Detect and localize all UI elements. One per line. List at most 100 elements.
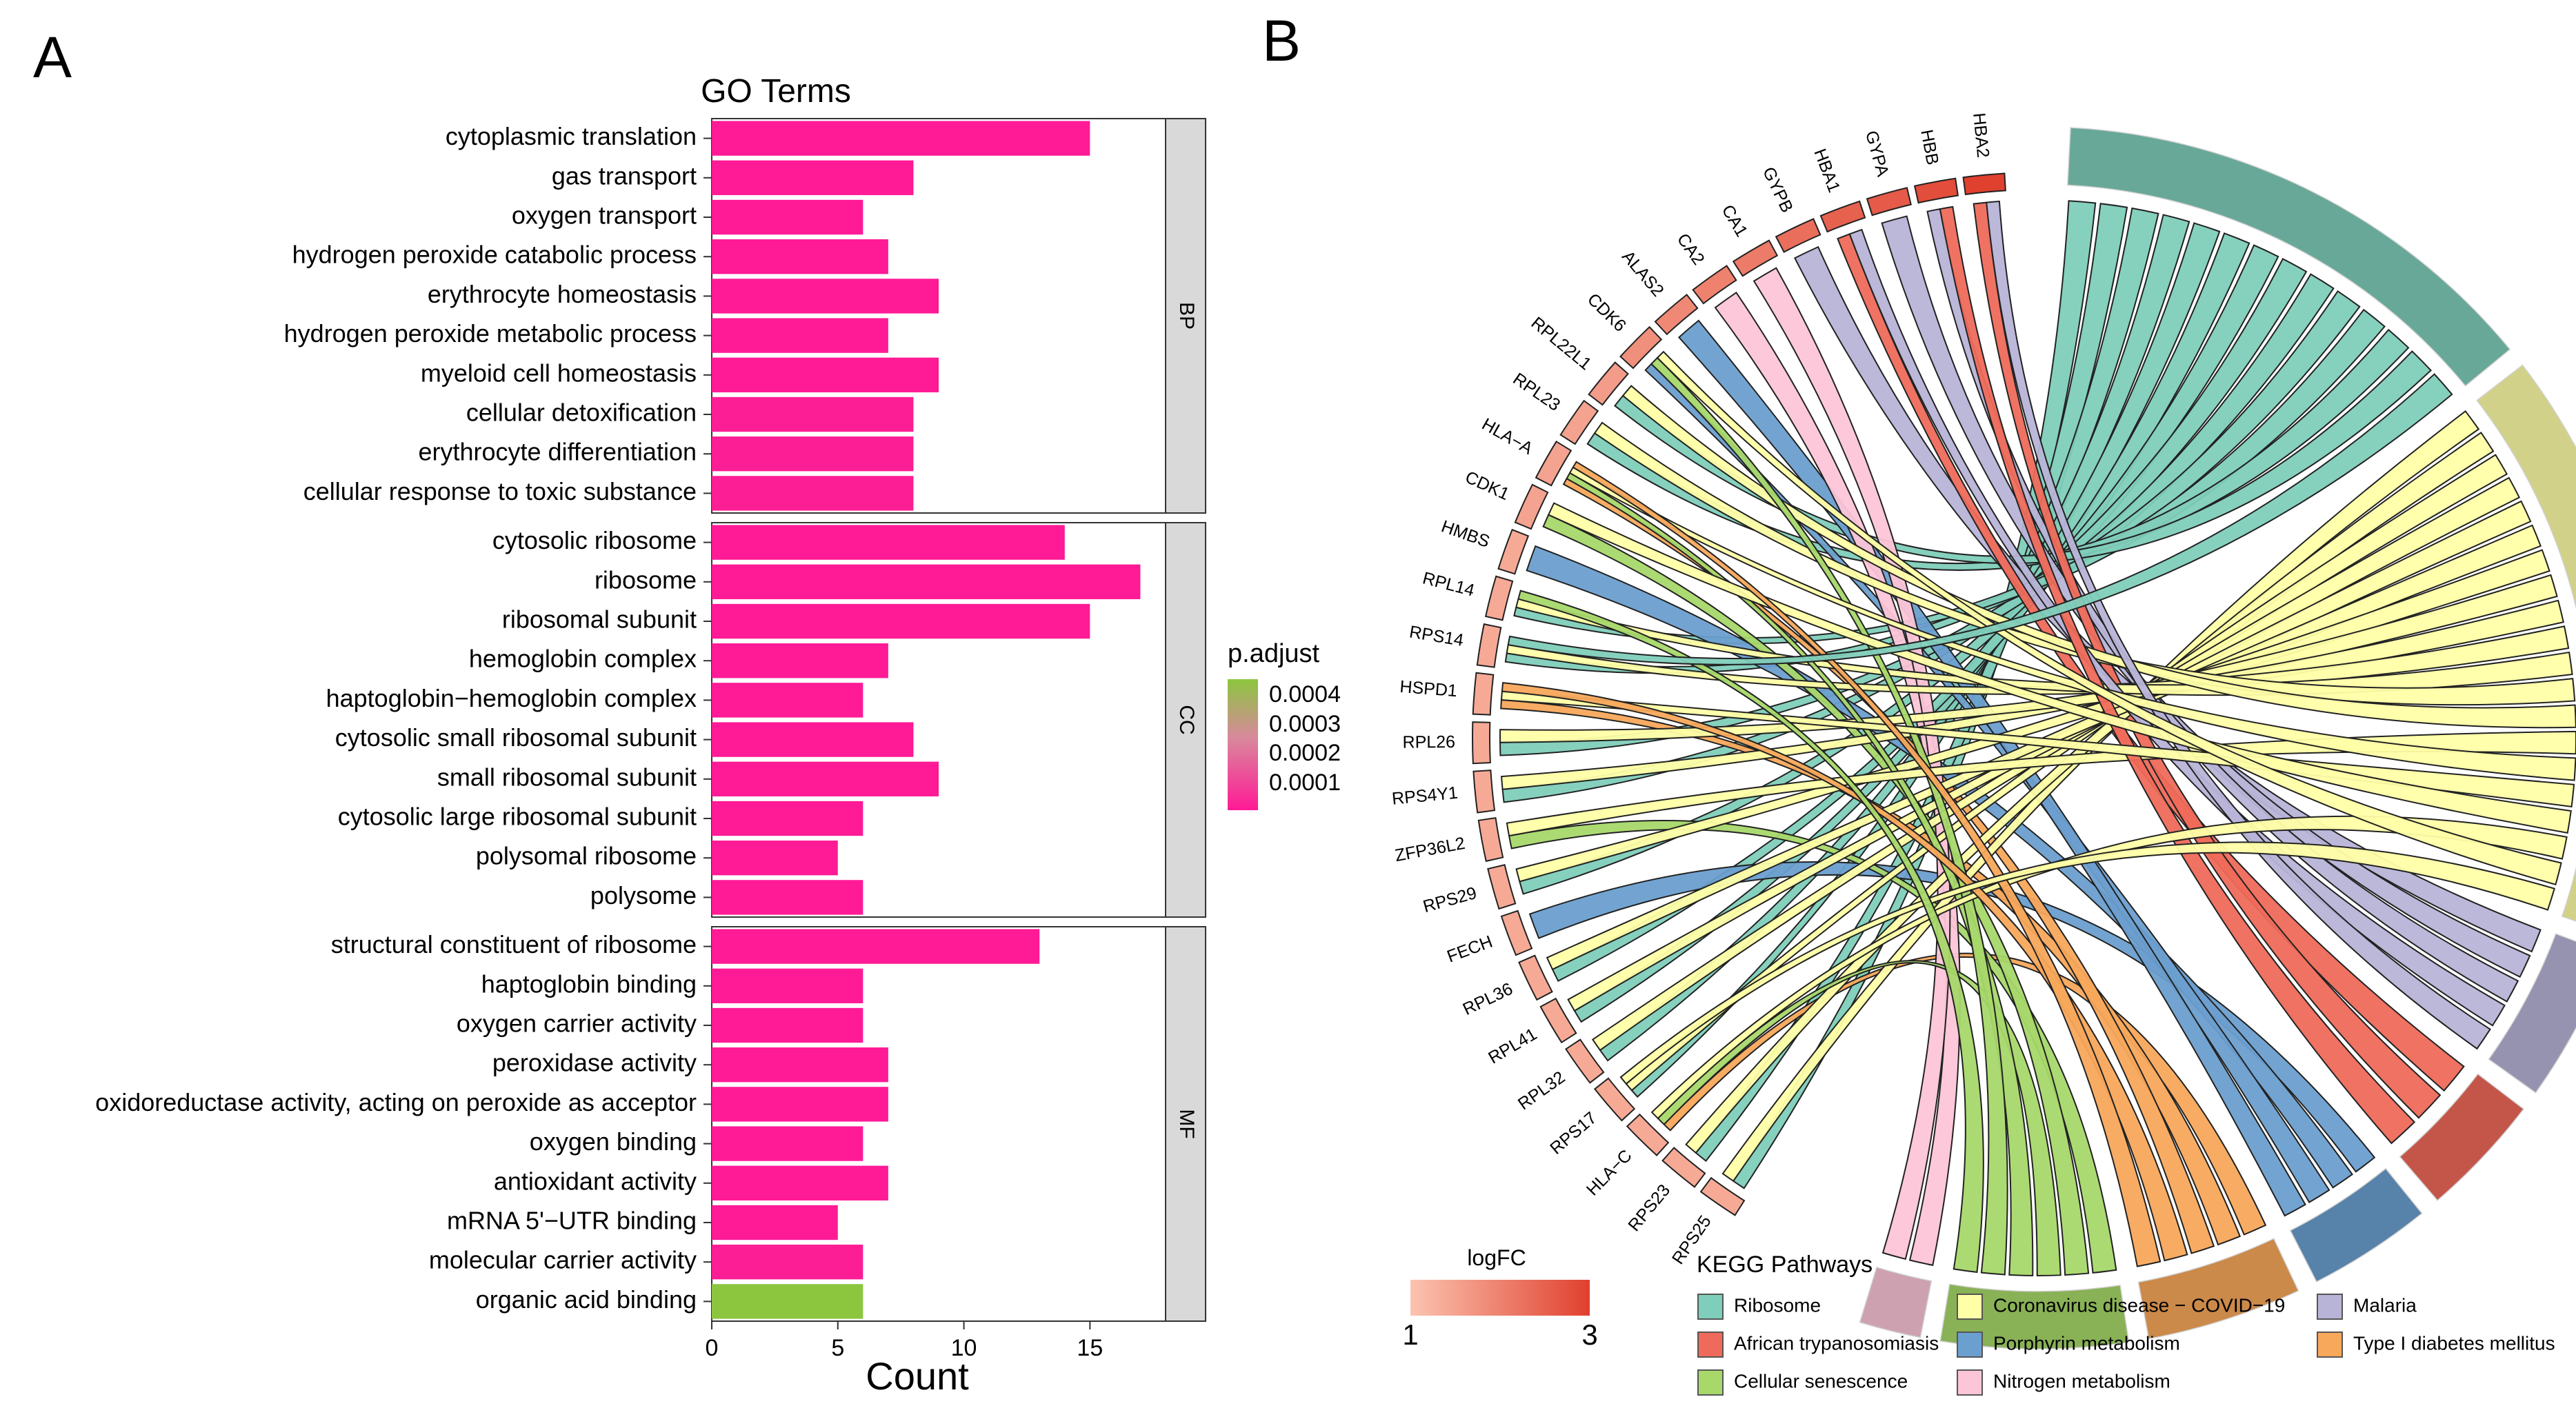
facet-strip-label: MF xyxy=(1175,1109,1198,1138)
bar xyxy=(712,121,1090,156)
pathway-legend-swatch xyxy=(2317,1331,2343,1358)
bar xyxy=(712,968,863,1003)
pathway-legend-label: Malaria xyxy=(2353,1294,2417,1316)
bar xyxy=(712,603,1090,639)
pathway-arc-shade xyxy=(2488,933,2576,1094)
chord-ribbon xyxy=(1714,291,1961,1267)
x-tick-label: 15 xyxy=(1077,1335,1103,1361)
chord-ribbon xyxy=(1685,432,2495,1154)
gene-label: HMBS xyxy=(1439,516,1492,552)
bar xyxy=(712,357,939,392)
p-adjust-tick-3: 0.0002 xyxy=(1269,740,1341,766)
category-label: molecular carrier activity xyxy=(429,1246,697,1274)
chord-ribbon xyxy=(1613,350,2433,565)
p-adjust-legend-title: p.adjust xyxy=(1228,639,1320,668)
pathway-legend-swatch xyxy=(1957,1294,1983,1320)
pathway-arc-shade xyxy=(2289,1167,2423,1283)
category-label: polysomal ribosome xyxy=(476,842,697,870)
gene-label: RPS17 xyxy=(1546,1108,1600,1158)
pathway-arc xyxy=(2486,932,2576,1095)
gene-block xyxy=(1775,218,1821,253)
gene-block xyxy=(1588,361,1629,406)
bar xyxy=(712,841,838,876)
gene-block xyxy=(1472,770,1496,814)
gene-block xyxy=(1819,200,1866,233)
gene-block xyxy=(1487,864,1517,910)
category-label: antioxidant activity xyxy=(494,1167,697,1195)
p-adjust-tick-2: 0.0003 xyxy=(1269,711,1341,737)
gene-label: RPL23 xyxy=(1509,369,1564,414)
chord-ribbon xyxy=(1753,267,1951,1260)
bar xyxy=(712,564,1141,599)
x-axis-label: Count xyxy=(866,1354,969,1398)
pathway-arc xyxy=(2136,1236,2301,1341)
pathway-arc-shade xyxy=(2137,1238,2299,1340)
bar xyxy=(712,1047,888,1083)
gene-label: RPL26 xyxy=(1402,732,1455,752)
bar xyxy=(712,279,939,314)
gene-label: RPS23 xyxy=(1624,1180,1674,1235)
chord-ribbon xyxy=(1546,524,2542,971)
chord-ribbon xyxy=(1973,201,2442,1119)
chord-ribbon xyxy=(1650,815,2568,1120)
gene-block xyxy=(1565,1038,1605,1084)
bar xyxy=(712,476,914,511)
gene-label: HBA2 xyxy=(1969,112,1993,159)
chord-ribbon xyxy=(1567,500,2532,1012)
category-label: gas transport xyxy=(552,161,697,190)
p-adjust-tick-4: 0.0001 xyxy=(1269,770,1341,796)
pathway-arc xyxy=(1938,1282,2131,1351)
bar xyxy=(712,1165,888,1200)
category-label: oxygen binding xyxy=(530,1127,697,1156)
gene-label: HLA−C xyxy=(1583,1146,1636,1200)
pathway-legend-label: Porphyrin metabolism xyxy=(1993,1332,2180,1354)
category-label: cytosolic ribosome xyxy=(492,526,697,554)
gene-label: CA2 xyxy=(1673,230,1708,269)
chord-ribbon xyxy=(1506,625,2570,695)
gene-block xyxy=(1514,483,1549,530)
bar xyxy=(712,683,863,718)
gene-block xyxy=(1539,997,1577,1044)
chord-ribbon xyxy=(1586,328,2410,571)
gene-label: RPL32 xyxy=(1515,1067,1569,1114)
go-bar-chart: GO Terms Count p.adjust 0.0004 0.0003 0.… xyxy=(95,73,1341,1398)
gene-block xyxy=(1477,817,1504,863)
x-tick-label: 10 xyxy=(951,1335,977,1361)
bar xyxy=(712,1284,863,1319)
pathway-arc-shade xyxy=(2399,1073,2525,1201)
facet-strip-cc xyxy=(1165,522,1206,918)
category-label: cytoplasmic translation xyxy=(446,122,697,150)
pathway-arc xyxy=(2066,125,2513,388)
pathway-arc xyxy=(1857,1265,1934,1340)
gene-label: FECH xyxy=(1444,932,1495,967)
bar xyxy=(712,199,863,235)
category-label: hemoglobin complex xyxy=(469,645,697,673)
panel-b-label: B xyxy=(1262,8,1301,73)
pathway-legend-label: Ribosome xyxy=(1734,1294,1821,1316)
facet-strip-mf xyxy=(1165,926,1206,1322)
gene-label: HSPD1 xyxy=(1399,677,1457,701)
x-tick-label: 0 xyxy=(706,1335,719,1361)
gene-label: HBB xyxy=(1917,128,1942,167)
bar xyxy=(712,160,914,195)
category-label: organic acid binding xyxy=(476,1285,697,1314)
x-tick-label: 5 xyxy=(831,1335,844,1361)
gene-block xyxy=(1472,672,1495,716)
category-label: ribosome xyxy=(595,565,697,594)
chord-ribbon xyxy=(1939,205,2416,1145)
category-label: oxygen transport xyxy=(512,201,697,230)
chord-ribbon xyxy=(1986,200,2491,1050)
bar xyxy=(712,1126,863,1161)
gene-block xyxy=(1654,293,1699,336)
category-label: small ribosomal subunit xyxy=(437,763,697,791)
bar xyxy=(712,1087,888,1122)
pathway-arc-shade xyxy=(1939,1283,2130,1349)
pathway-legend-label: Nitrogen metabolism xyxy=(1993,1370,2170,1391)
logfc-colorbar xyxy=(1410,1280,1590,1316)
pathway-arc-shade xyxy=(2066,127,2511,387)
chord-ribbon xyxy=(1650,356,2008,1276)
gene-block xyxy=(1472,721,1491,765)
chord-ribbon xyxy=(1721,410,2480,1183)
logfc-legend-title: logFC xyxy=(1467,1245,1526,1270)
